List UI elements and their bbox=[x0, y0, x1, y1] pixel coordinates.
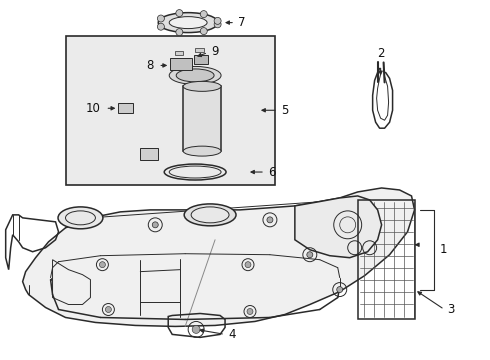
Text: 7: 7 bbox=[238, 16, 245, 29]
Bar bbox=[175, 50, 183, 55]
Circle shape bbox=[176, 29, 183, 36]
Text: 9: 9 bbox=[211, 45, 219, 58]
Text: 8: 8 bbox=[146, 59, 153, 72]
Bar bbox=[194, 55, 208, 64]
Text: 6: 6 bbox=[268, 166, 275, 179]
Bar bbox=[170, 58, 192, 71]
Ellipse shape bbox=[169, 17, 207, 28]
Bar bbox=[358, 200, 415, 319]
Ellipse shape bbox=[58, 207, 103, 229]
Text: 2: 2 bbox=[377, 48, 384, 60]
Bar bbox=[183, 86, 221, 151]
Circle shape bbox=[200, 11, 207, 18]
Text: 5: 5 bbox=[281, 104, 288, 117]
Circle shape bbox=[200, 28, 207, 35]
Ellipse shape bbox=[176, 69, 214, 82]
Circle shape bbox=[176, 10, 183, 17]
Bar bbox=[140, 148, 158, 160]
Circle shape bbox=[267, 217, 273, 223]
Ellipse shape bbox=[183, 81, 221, 91]
Circle shape bbox=[152, 222, 158, 228]
Text: 4: 4 bbox=[228, 328, 236, 341]
Polygon shape bbox=[295, 196, 382, 258]
Bar bbox=[119, 103, 133, 113]
Circle shape bbox=[157, 15, 164, 22]
Ellipse shape bbox=[183, 146, 221, 156]
Ellipse shape bbox=[184, 204, 236, 226]
Circle shape bbox=[247, 309, 253, 315]
Text: 3: 3 bbox=[447, 303, 455, 316]
Circle shape bbox=[245, 262, 251, 268]
Polygon shape bbox=[23, 188, 415, 327]
Text: 10: 10 bbox=[86, 102, 100, 115]
Circle shape bbox=[337, 287, 343, 293]
Ellipse shape bbox=[158, 13, 218, 32]
Circle shape bbox=[157, 23, 164, 30]
Circle shape bbox=[105, 306, 111, 312]
Circle shape bbox=[99, 262, 105, 268]
Ellipse shape bbox=[191, 207, 229, 223]
Ellipse shape bbox=[169, 67, 221, 84]
Text: 1: 1 bbox=[440, 243, 447, 256]
Bar bbox=[195, 48, 204, 53]
Circle shape bbox=[192, 325, 200, 333]
Circle shape bbox=[214, 17, 221, 24]
Circle shape bbox=[214, 21, 221, 28]
Circle shape bbox=[307, 252, 313, 258]
Bar bbox=[66, 36, 275, 185]
